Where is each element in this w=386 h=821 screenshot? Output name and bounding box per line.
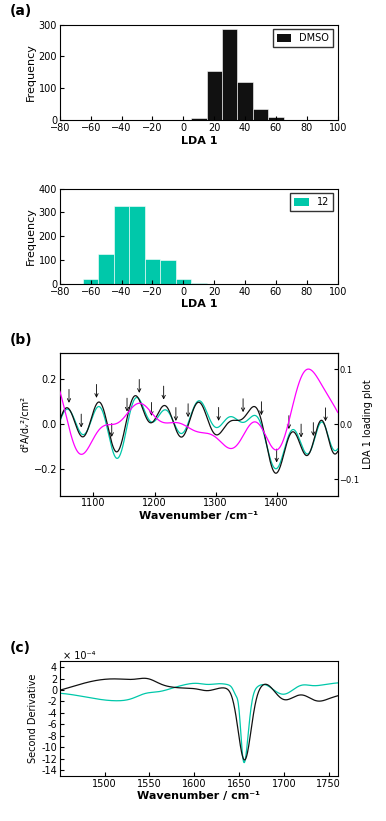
Text: (a): (a) <box>10 4 32 18</box>
X-axis label: LDA 1: LDA 1 <box>181 135 217 145</box>
Y-axis label: d²A/dᵥ²/cm²: d²A/dᵥ²/cm² <box>21 396 31 452</box>
Bar <box>268 117 284 120</box>
X-axis label: Wavenumber /cm⁻¹: Wavenumber /cm⁻¹ <box>139 511 258 521</box>
X-axis label: Wavenumber / cm⁻¹: Wavenumber / cm⁻¹ <box>137 791 260 801</box>
Y-axis label: Second Derivative: Second Derivative <box>29 674 38 764</box>
Bar <box>145 259 160 284</box>
Legend: 12: 12 <box>290 194 333 211</box>
Bar <box>207 71 222 120</box>
Y-axis label: Frequency: Frequency <box>26 208 36 265</box>
Bar <box>114 206 129 284</box>
Bar <box>83 279 98 284</box>
Legend: DMSO: DMSO <box>273 30 333 48</box>
Bar <box>253 109 268 120</box>
Bar <box>160 260 176 284</box>
Bar <box>191 118 207 120</box>
Text: (c): (c) <box>10 641 31 655</box>
Bar <box>98 255 114 284</box>
Bar <box>129 206 145 284</box>
Bar <box>176 279 191 284</box>
Bar <box>222 30 237 120</box>
Y-axis label: Frequency: Frequency <box>26 44 36 101</box>
Bar <box>237 82 253 120</box>
Text: × 10⁻⁴: × 10⁻⁴ <box>63 651 95 661</box>
Text: (b): (b) <box>10 333 32 347</box>
X-axis label: LDA 1: LDA 1 <box>181 300 217 310</box>
Y-axis label: LDA 1 loading plot: LDA 1 loading plot <box>364 379 373 469</box>
